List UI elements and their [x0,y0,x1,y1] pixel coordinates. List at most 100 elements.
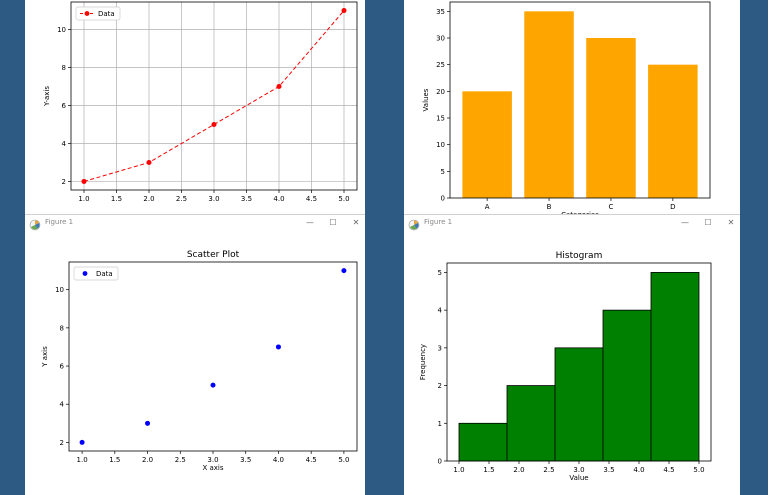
line-chart: 1.0 1.5 2.0 2.5 3.0 3.5 4.0 4.5 5.0 2 4 6 8 10 Y-axis D… [43,1,358,203]
bar [524,11,574,199]
x-axis-label: Categories [561,211,599,214]
y-tick-label: 25 [436,61,445,69]
y-axis-label: Y-axis [43,86,51,107]
scatter-chart-window: Figure 1 — ☐ ✕ 1.0 1.5 2.0 2.5 3.0 3.5 4.0 4.5 5… [25,214,365,495]
y-tick-label: 10 [436,141,445,149]
legend-box [75,6,121,21]
window-title: Figure 1 [45,218,74,226]
x-tick-label: D [670,203,675,211]
axes-frame [68,261,358,452]
y-tick-label: 5 [441,168,445,176]
x-axis-label: Value [569,474,588,482]
close-button[interactable]: ✕ [727,218,735,227]
histogram-window: Figure 1 — ☐ ✕ 1.0 1.5 2.0 2.5 3.0 3.5 4.0 4.5 5… [404,214,740,495]
minimize-button[interactable]: — [681,218,689,227]
bar-chart-window: 0 5 10 15 20 25 30 35 A B C D Categories Values [404,0,740,214]
legend-label: Data [96,270,113,278]
x-tick-label: 3.5 [603,466,614,474]
maximize-button[interactable]: ☐ [329,218,337,227]
x-tick-label: 3.0 [207,456,218,464]
y-tick-label: 2 [62,178,66,186]
y-tick-label: 10 [55,286,64,294]
axes-frame [70,1,358,191]
data-point [276,84,282,90]
x-tick-label: 1.5 [483,466,494,474]
y-tick-label: 8 [62,64,66,72]
bar-chart: 0 5 10 15 20 25 30 35 A B C D Categories Values [422,1,711,214]
legend-box [73,266,119,281]
y-tick-label: 0 [438,458,442,466]
x-tick-label: 4.0 [633,466,644,474]
x-tick-label: 1.0 [78,195,89,203]
y-tick-label: 6 [62,102,67,110]
x-tick-label: 4.5 [663,466,674,474]
x-tick-label: C [609,203,614,211]
x-tick-label: 2.5 [176,195,187,203]
x-tick-label: 2.0 [143,195,154,203]
y-axis-label: Frequency [419,344,427,380]
matplotlib-icon [408,219,420,231]
y-tick-label: 10 [57,26,66,34]
legend-label: Data [98,10,115,18]
y-tick-label: 4 [60,401,65,409]
data-point [275,344,281,350]
x-tick-label: 1.0 [77,456,88,464]
window-title: Figure 1 [424,218,453,226]
x-axis-label: X axis [202,464,223,472]
legend-marker [82,271,88,276]
y-tick-label: 5 [438,269,442,277]
window-titlebar[interactable]: Figure 1 — ☐ ✕ [404,215,740,235]
y-tick-label: 2 [438,382,442,390]
maximize-button[interactable]: ☐ [704,218,712,227]
x-tick-label: 2.0 [142,456,153,464]
histogram-chart: 1.0 1.5 2.0 2.5 3.0 3.5 4.0 4.5 5.0 0 1 2 3 4 5 Histogr… [419,251,712,482]
data-point [341,8,347,14]
x-tick-label: 4.5 [306,195,317,203]
x-tick-label: B [547,203,552,211]
minimize-button[interactable]: — [306,218,314,227]
y-tick-label: 4 [438,307,443,315]
y-axis-label: Y axis [41,346,49,368]
x-tick-label: 3.0 [573,466,584,474]
bar [648,64,698,199]
data-point [79,439,85,445]
matplotlib-icon [29,219,41,231]
y-tick-label: 3 [438,344,442,352]
window-titlebar[interactable]: Figure 1 — ☐ ✕ [25,215,365,235]
data-point [145,420,151,426]
x-tick-label: 3.5 [240,456,251,464]
y-tick-label: 6 [60,363,65,371]
x-tick-label: 5.0 [338,456,349,464]
axes-frame [449,1,711,199]
x-tick-label: A [485,203,490,211]
y-axis-label: Values [422,88,430,111]
y-tick-label: 4 [62,140,67,148]
data-point [146,159,152,165]
bar [586,38,636,198]
histogram-bar [458,422,508,462]
data-point [210,382,216,388]
histogram-bar [602,309,652,462]
y-tick-label: 30 [436,35,445,43]
y-tick-label: 0 [441,195,445,203]
histogram-bar [650,272,700,462]
chart-title: Histogram [556,251,603,261]
x-tick-label: 1.5 [109,456,120,464]
histogram-bar [506,385,556,462]
close-button[interactable]: ✕ [352,218,360,227]
data-point [211,121,217,127]
data-point [341,268,347,274]
y-tick-label: 35 [436,8,445,16]
x-tick-label: 2.0 [513,466,524,474]
x-tick-label: 4.5 [306,456,317,464]
line-chart-window: 1.0 1.5 2.0 2.5 3.0 3.5 4.0 4.5 5.0 2 4 6 8 10 Y-axis D… [25,0,365,214]
legend-marker [84,11,90,16]
y-tick-label: 15 [436,115,445,123]
x-tick-label: 5.0 [693,466,704,474]
x-tick-label: 2.5 [543,466,554,474]
axes-frame [446,262,712,462]
x-tick-label: 1.0 [453,466,464,474]
x-tick-label: 3.5 [241,195,252,203]
y-tick-label: 2 [60,439,64,447]
x-tick-label: 4.0 [273,195,284,203]
